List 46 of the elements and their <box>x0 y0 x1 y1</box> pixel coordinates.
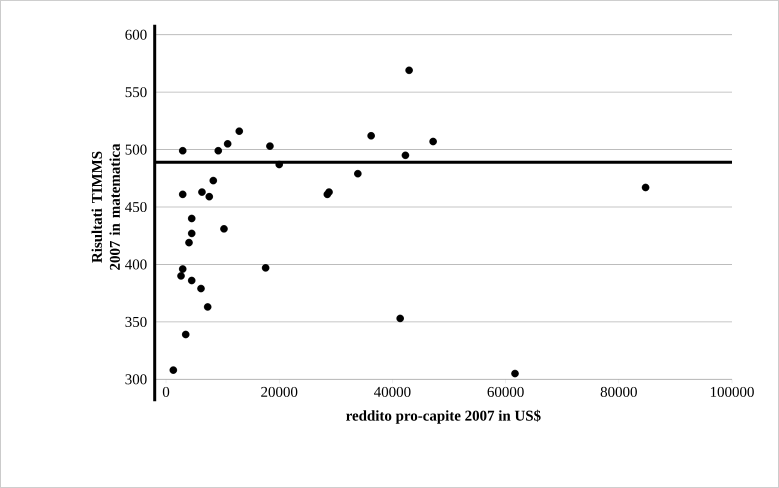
y-tick-label: 550 <box>126 87 147 98</box>
point <box>220 225 228 233</box>
point <box>209 176 218 184</box>
point <box>178 190 187 198</box>
y-tick-label: 500 <box>126 144 147 155</box>
point <box>182 330 190 338</box>
point <box>205 192 214 200</box>
x-tick-label: 60000 <box>488 386 524 397</box>
y-tick-label: 300 <box>125 374 147 384</box>
point <box>188 214 196 222</box>
point <box>178 265 187 273</box>
point <box>511 370 519 378</box>
point <box>178 146 187 155</box>
point <box>396 314 404 322</box>
point <box>197 284 205 292</box>
point <box>325 188 333 196</box>
point <box>188 276 196 284</box>
point <box>214 146 222 155</box>
point <box>204 303 212 311</box>
point <box>198 188 206 196</box>
point <box>235 127 244 135</box>
x-tick-label: 20000 <box>261 386 298 397</box>
point <box>367 132 375 140</box>
point <box>262 264 270 272</box>
x-tick-label: 80000 <box>600 386 637 397</box>
point <box>429 138 437 146</box>
point <box>405 66 413 74</box>
y-tick-label: 600 <box>125 30 147 40</box>
point <box>170 366 178 374</box>
point <box>642 184 650 192</box>
x-tick-label: 0 <box>162 386 170 397</box>
y-tick-label: 450 <box>125 202 147 212</box>
point <box>177 272 185 280</box>
point <box>188 230 196 238</box>
y-axis-title: Risultati TIMMS 2007 in matematica <box>91 144 120 270</box>
x-axis-title: reddito pro-capite 2007 in US$ <box>346 410 541 424</box>
point <box>275 160 284 168</box>
y-tick-label: 350 <box>125 316 147 327</box>
point <box>354 170 362 178</box>
y-tick-label: 400 <box>125 259 147 270</box>
point <box>224 140 232 148</box>
x-tick-label: 100000 <box>710 386 754 397</box>
x-tick-label: 40000 <box>374 386 411 397</box>
point <box>266 142 274 150</box>
point <box>402 152 410 160</box>
point <box>185 238 193 246</box>
